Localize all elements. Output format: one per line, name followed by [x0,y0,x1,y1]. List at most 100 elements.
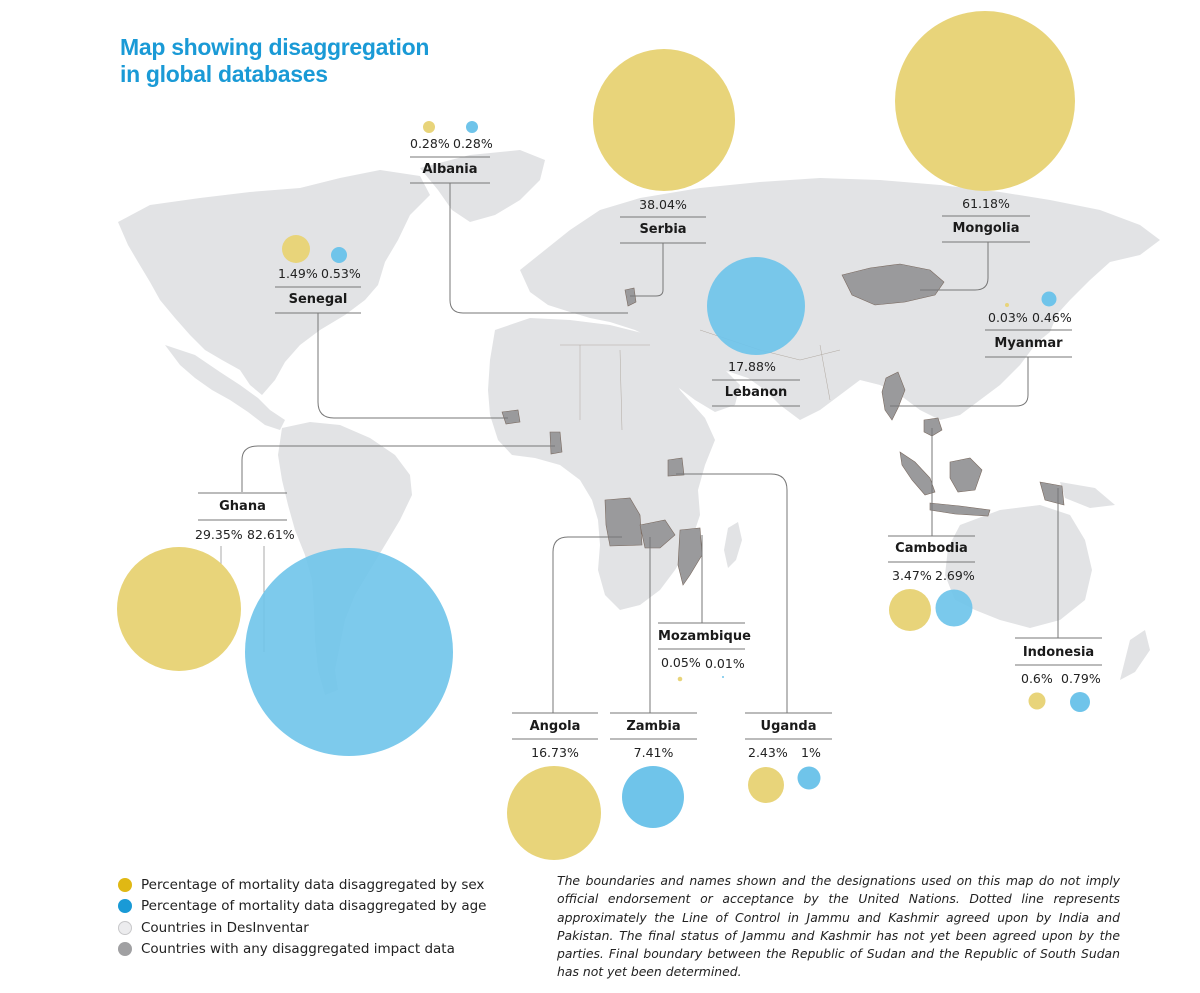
arabia [650,330,740,412]
leader-lines [198,156,1102,740]
zambia-age-bubble [622,766,684,828]
landmasses [118,150,1160,695]
mozambique-age-bubble [722,676,724,678]
disaggregated-countries [501,263,1065,586]
country-label-angola: Angola [529,719,581,734]
country-indonesia-borneo [949,457,983,493]
title-line-2: in global databases [120,61,328,87]
country-mozambique [677,527,703,586]
uganda-age-bubble [797,766,821,790]
mongolia-sex-pct: 61.18% [962,196,1010,211]
greenland [420,150,545,222]
legend-label: Countries in DesInventar [141,919,309,936]
country-cambodia [923,417,943,437]
cambodia-sex-bubble [889,589,931,631]
indonesia-sex-pct: 0.6% [1021,671,1053,686]
country-label-cambodia: Cambodia [895,541,968,556]
albania-sex-bubble [423,121,435,133]
country-uganda [667,457,685,477]
cambodia-sex-pct: 3.47% [892,568,932,583]
serbia-sex-pct: 38.04% [639,197,687,212]
lebanon-age-pct: 17.88% [728,359,776,374]
indonesia-sex-bubble [1028,692,1046,710]
country-label-mozambique: Mozambique [658,629,751,644]
country-label-indonesia: Indonesia [1022,645,1095,660]
ghana-sex-bubble [117,547,241,671]
uganda-age-pct: 1% [801,745,821,760]
albania-sex-pct: 0.28% [410,136,450,151]
angola-sex-bubble [507,766,601,860]
map-legend: Percentage of mortality data disaggregat… [118,874,486,960]
senegal-sex-bubble [282,235,310,263]
lebanon-age-bubble [707,257,805,355]
senegal-age-bubble [331,247,347,263]
country-mongolia [841,263,945,306]
dark-gray-dot-icon [118,942,132,957]
myanmar-sex-bubble [1005,303,1009,307]
country-label-serbia: Serbia [639,222,687,237]
indonesia-age-pct: 0.79% [1061,671,1101,686]
un-disclaimer: The boundaries and names shown and the d… [557,873,1120,980]
legend-item-age: Percentage of mortality data disaggregat… [118,896,486,918]
country-label-myanmar: Myanmar [994,336,1063,351]
country-label-lebanon: Lebanon [724,385,788,400]
country-angola [604,497,643,547]
country-indonesia-papua [1039,481,1065,506]
country-zambia [639,519,676,549]
senegal-sex-pct: 1.49% [278,266,318,281]
country-label-zambia: Zambia [626,719,681,734]
country-label-albania: Albania [422,162,478,177]
uganda-sex-bubble [748,767,784,803]
papua [1060,482,1115,508]
angola-sex-pct: 16.73% [531,745,579,760]
north-america [118,170,430,395]
legend-item-desinventar: Countries in DesInventar [118,917,486,939]
country-ghana [549,431,563,455]
country-label-uganda: Uganda [760,719,817,734]
blue-dot-icon [118,899,132,914]
australia [945,505,1092,628]
country-serbia [624,287,637,307]
indonesia-age-bubble [1070,692,1090,712]
map-title: Map showing disaggregation in global dat… [120,34,429,88]
legend-label: Percentage of mortality data disaggregat… [141,898,487,915]
mozambique-sex-bubble [677,676,683,682]
serbia-sex-bubble [593,49,735,191]
cambodia-age-bubble [935,589,973,627]
country-indonesia-java [929,502,991,517]
light-gray-dot-icon [118,920,132,935]
central-america [165,345,285,430]
legend-label: Countries with any disaggregated impact … [141,941,455,958]
uganda-sex-pct: 2.43% [748,745,788,760]
country-senegal [501,409,521,425]
title-line-1: Map showing disaggregation [120,34,430,60]
yellow-dot-icon [118,877,132,892]
country-label-mongolia: Mongolia [952,221,1020,236]
eurasia [520,178,1160,420]
myanmar-age-pct: 0.46% [1032,310,1072,325]
new-zealand [1120,630,1150,680]
cambodia-age-pct: 2.69% [935,568,975,583]
bubbles [117,11,1090,860]
country-myanmar [881,371,906,421]
mozambique-age-pct: 0.01% [705,656,745,671]
albania-age-pct: 0.28% [453,136,493,151]
legend-item-disaggregated: Countries with any disaggregated impact … [118,939,486,961]
ghana-age-bubble [245,548,453,756]
legend-item-sex: Percentage of mortality data disaggregat… [118,874,486,896]
zambia-age-pct: 7.41% [633,745,674,760]
ghana-age-pct: 82.61% [247,527,295,542]
country-label-ghana: Ghana [219,499,266,514]
mozambique-sex-pct: 0.05% [661,655,701,670]
country-label-senegal: Senegal [288,292,348,307]
albania-age-bubble [466,121,478,133]
madagascar [724,522,742,568]
senegal-age-pct: 0.53% [321,266,361,281]
ghana-sex-pct: 29.35% [195,527,243,542]
mongolia-sex-bubble [895,11,1075,191]
myanmar-sex-pct: 0.03% [988,310,1028,325]
country-indonesia-sumatra [899,451,936,496]
myanmar-age-bubble [1041,291,1057,307]
legend-label: Percentage of mortality data disaggregat… [141,876,485,893]
